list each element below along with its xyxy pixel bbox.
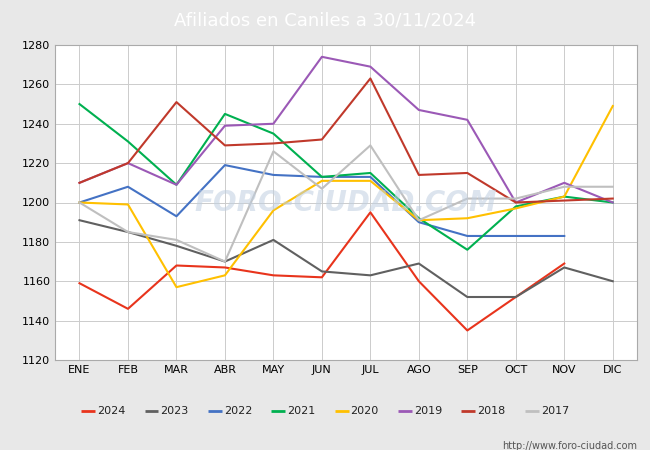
Text: 2022: 2022 [224, 405, 252, 416]
Text: http://www.foro-ciudad.com: http://www.foro-ciudad.com [502, 441, 637, 450]
Text: 2020: 2020 [350, 405, 379, 416]
Text: 2018: 2018 [477, 405, 506, 416]
Text: 2023: 2023 [161, 405, 188, 416]
Text: Afiliados en Caniles a 30/11/2024: Afiliados en Caniles a 30/11/2024 [174, 11, 476, 29]
Text: 2017: 2017 [541, 405, 569, 416]
Text: FORO-CIUDAD.COM: FORO-CIUDAD.COM [195, 189, 497, 216]
Text: 2021: 2021 [287, 405, 315, 416]
Text: 2024: 2024 [97, 405, 125, 416]
Text: 2019: 2019 [414, 405, 442, 416]
